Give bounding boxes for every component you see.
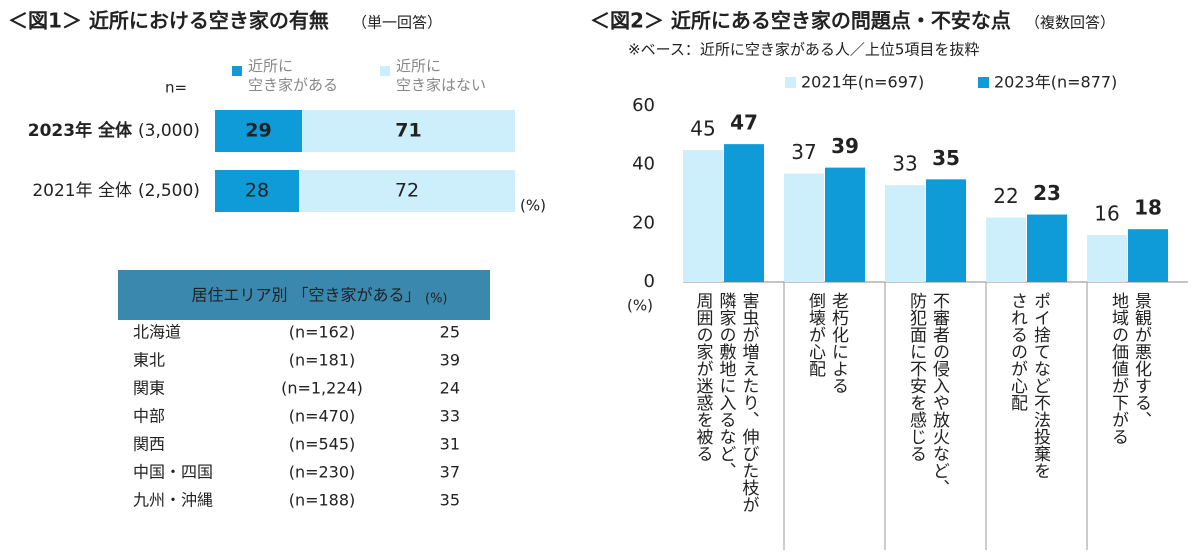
legend-label: 近所に 空き家がある (248, 57, 339, 94)
row-value: 35 (440, 491, 460, 510)
y-tick-label: 20 (632, 212, 655, 233)
y-tick-label: 0 (644, 271, 655, 292)
category-label: 害虫が増えたり、伸びた枝が 隣家の敷地に入るなど、 周囲の家が迷惑を被る (692, 292, 759, 513)
legend-swatch (232, 66, 242, 76)
row-n: (n=188) (289, 491, 356, 510)
row-n: (n=162) (289, 323, 356, 342)
chart-note: ※ベース：近所に空き家がある人／上位5項目を抜粋 (628, 41, 979, 59)
row-name: 九州・沖縄 (133, 491, 213, 510)
row-name: 東北 (133, 351, 165, 370)
legend-label: 2021年(n=697) (801, 73, 924, 92)
legend-swatch (978, 77, 989, 88)
row-n: (n=470) (289, 407, 356, 426)
value-label: 71 (395, 120, 421, 142)
unit-label: (%) (520, 197, 546, 215)
value-label: 29 (245, 120, 271, 142)
value-label: 72 (395, 180, 419, 202)
bar (1087, 235, 1127, 282)
table-unit: (%) (425, 292, 448, 307)
bar (885, 185, 925, 282)
bar (784, 173, 824, 282)
row-name: 中部 (133, 407, 165, 426)
n-label: n= (165, 79, 187, 97)
row-value: 24 (440, 379, 460, 398)
row-value: 39 (440, 351, 460, 370)
bar-segment (215, 110, 302, 152)
category-label: 不審者の侵入や放火など、 防犯面に不安を感じる (906, 292, 949, 496)
y-tick-label: 60 (632, 95, 655, 116)
row-value: 37 (440, 463, 460, 482)
y-tick-label: 40 (632, 154, 655, 175)
bar (683, 150, 723, 282)
chart-title: ＜図1＞ 近所における空き家の有無 (8, 9, 329, 33)
bar-segment (299, 170, 515, 212)
category-label: 景観が悪化する、 地域の価値が下がる (1108, 292, 1151, 445)
value-label: 23 (1033, 181, 1061, 205)
row-name: 関東 (133, 379, 165, 398)
row-value: 31 (440, 435, 460, 454)
value-label: 22 (993, 184, 1018, 208)
bar (1027, 214, 1067, 282)
table-header (118, 270, 490, 320)
value-label: 28 (245, 180, 269, 202)
row-n: (n=545) (289, 435, 356, 454)
legend-label: 2023年(n=877) (994, 73, 1117, 92)
value-label: 39 (831, 134, 859, 158)
sample-size: (3,000) (138, 121, 200, 141)
bar (926, 179, 966, 282)
category-label: 老朽化による 倒壊が心配 (805, 292, 848, 394)
row-value: 33 (440, 407, 460, 426)
row-name: 中国・四国 (133, 463, 213, 482)
category-label: 2021年 全体 (32, 181, 132, 201)
category-label: 2023年 全体 (28, 120, 133, 141)
category-label: ポイ捨てなど不法投棄を されるのが心配 (1007, 292, 1050, 479)
chart-subtitle: （複数回答） (1025, 14, 1115, 32)
row-name: 関西 (133, 435, 165, 454)
value-label: 18 (1134, 196, 1162, 220)
value-label: 35 (932, 146, 960, 170)
chart-title: ＜図2＞ 近所にある空き家の問題点・不安な点 (590, 9, 1011, 33)
row-value: 25 (440, 323, 460, 342)
value-label: 16 (1094, 202, 1119, 226)
bar (825, 167, 865, 282)
value-label: 45 (690, 117, 715, 141)
legend-label: 近所に 空き家はない (396, 57, 487, 94)
table-title: 居住エリア別 「空き家がある」 (191, 286, 420, 305)
value-label: 33 (892, 152, 917, 176)
bar-segment (215, 170, 299, 212)
legend-swatch (380, 66, 390, 76)
legend-swatch (785, 77, 796, 88)
sample-size: (2,500) (138, 181, 200, 201)
unit-label: (%) (627, 297, 653, 315)
chart-subtitle: （単一回答） (352, 14, 442, 32)
bar (724, 144, 764, 282)
row-n: (n=230) (289, 463, 356, 482)
row-n: (n=181) (289, 351, 356, 370)
value-label: 47 (730, 111, 758, 135)
row-name: 北海道 (133, 323, 181, 342)
bar (986, 217, 1026, 282)
bar (1128, 229, 1168, 282)
bar-segment (302, 110, 515, 152)
value-label: 37 (791, 140, 816, 164)
row-n: (n=1,224) (281, 379, 363, 398)
